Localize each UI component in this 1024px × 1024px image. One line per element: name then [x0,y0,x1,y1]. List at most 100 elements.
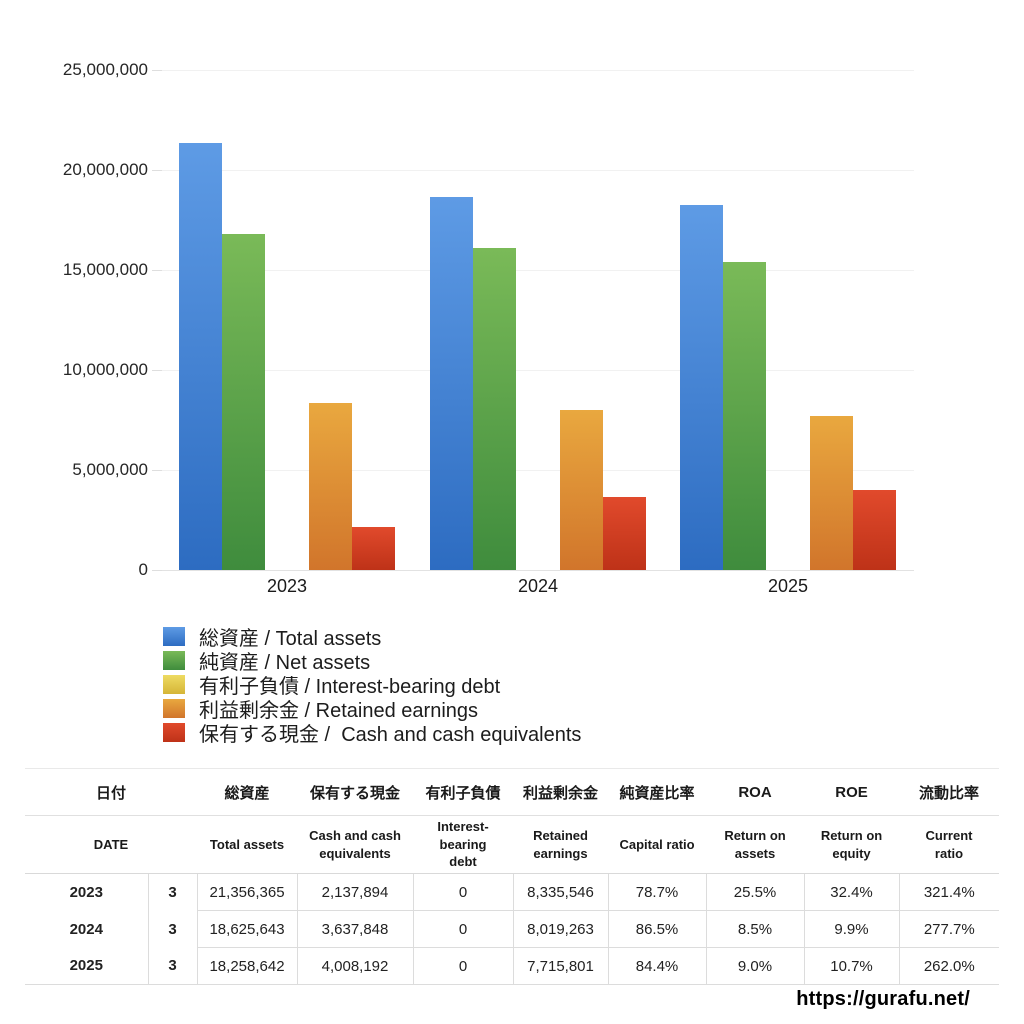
cell-current-ratio: 277.7% [898,910,1000,948]
site-url: https://gurafu.net/ [796,988,970,1010]
y-axis-tick-label: 15,000,000 [62,260,148,279]
legend-item: 保有する現金 / Cash and cash equivalents [163,720,581,746]
y-axis-tick [152,170,162,171]
bar-2023-series-3 [308,403,352,570]
table-row: 2024 3 18,625,643 3,637,848 0 8,019,263 … [25,910,1000,948]
bar-2025-series-3 [809,415,853,570]
cell-roa: 8.5% [705,910,805,948]
legend-label: 純資産 / Net assets [199,651,371,674]
gridline [162,170,914,171]
cell-roe: 32.4% [803,873,900,911]
cell-cash: 2,137,894 [296,873,414,911]
x-axis-category-label: 2025 [767,576,809,596]
y-axis-tick-label: 10,000,000 [62,360,148,379]
header-capital-ratio-jp: 純資産比率 [608,768,707,816]
financial-table: 日付 総資産 保有する現金 有利子負債 利益剰余金 純資産比率 ROA ROE … [25,768,1000,985]
header-cash-en: Cash and cash equivalents [297,815,414,874]
bar-2024-series-0 [429,197,474,570]
bar-2023-series-1 [222,233,266,570]
cell-debt: 0 [412,873,514,911]
y-axis-tick [152,470,162,471]
y-axis-tick-label: 25,000,000 [62,60,148,79]
y-axis-tick-label: 20,000,000 [62,160,148,179]
header-current-ratio-jp: 流動比率 [899,768,1000,816]
bar-2024-series-1 [473,247,517,570]
bar-2023-series-4 [351,527,396,570]
cell-total-assets: 18,625,643 [196,910,298,948]
header-total-assets-jp: 総資産 [197,768,298,816]
legend-item: 純資産 / Net assets [163,648,581,674]
y-axis-tick-label: 0 [138,560,148,579]
header-roe-jp: ROE [804,768,900,816]
header-retained-jp: 利益剰余金 [513,768,609,816]
legend-item: 総資産 / Total assets [163,624,581,650]
legend-swatch-icon [163,626,185,646]
header-date-en: DATE [25,815,198,874]
header-roa-jp: ROA [706,768,805,816]
cell-month: 3 [147,873,198,911]
cell-year: 2025 [25,947,148,985]
cell-debt: 0 [412,947,514,985]
x-axis-category-label: 2024 [517,576,559,596]
cell-month: 3 [147,910,198,948]
bar-2025-series-1 [723,261,767,570]
bar-2024-series-3 [559,409,603,570]
table-header-en: DATE Total assets Cash and cash equivale… [25,815,1000,874]
cell-roe: 10.7% [803,947,900,985]
header-roe-en: Return on equity [804,815,900,874]
header-roa-en: Return on assets [706,815,805,874]
gridline [162,470,914,471]
x-axis-category-label: 2023 [266,576,308,596]
legend-swatch-icon [163,722,185,742]
cell-month: 3 [147,947,198,985]
cell-year: 2023 [69,883,103,901]
cell-total-assets: 18,258,642 [196,947,298,985]
header-capital-ratio-en: Capital ratio [608,815,707,874]
cell-roe: 9.9% [803,910,900,948]
header-date-jp: 日付 [25,768,198,816]
cell-roa: 25.5% [705,873,805,911]
header-total-assets-en: Total assets [197,815,298,874]
header-retained-en: Retained earnings [513,815,609,874]
cell-capital-ratio: 86.5% [607,910,707,948]
header-debt-jp: 有利子負債 [413,768,514,816]
cell-year: 2024 [69,920,103,938]
legend-item: 利益剰余金 / Retained earnings [163,696,581,722]
bar-chart-region: 0 5,000,000 10,000,000 15,000,000 20,000,000… [62,60,914,596]
y-axis-tick [152,270,162,271]
cell-retained: 7,715,801 [512,947,609,985]
cell-total-assets: 21,356,365 [196,873,298,911]
bar-2023-series-0 [178,142,223,570]
legend-label: 利益剰余金 / Retained earnings [199,699,479,722]
legend-swatch-icon [163,674,185,694]
y-axis-tick-label: 5,000,000 [72,460,148,479]
header-current-ratio-en: Current ratio [899,815,1000,874]
header-cash-jp: 保有する現金 [297,768,414,816]
gridline [162,70,914,71]
legend-label: 有利子負債 / Interest-bearing debt [199,675,501,698]
cell-retained: 8,019,263 [512,910,609,948]
cell-cash: 3,637,848 [296,910,414,948]
table-row: 2025 3 18,258,642 4,008,192 0 7,715,801 … [25,947,1000,985]
bar-2025-series-0 [679,204,724,570]
bar-2025-series-4 [852,489,897,570]
legend-item: 有利子負債 / Interest-bearing debt [163,672,581,698]
legend-swatch-icon [163,650,185,670]
x-axis-line [162,570,914,571]
cell-cash: 4,008,192 [296,947,414,985]
cell-capital-ratio: 78.7% [607,873,707,911]
cell-roa: 9.0% [705,947,805,985]
table-header-jp: 日付 総資産 保有する現金 有利子負債 利益剰余金 純資産比率 ROA ROE … [25,768,1000,816]
chart-legend: 総資産 / Total assets 純資産 / Net assets 有利子負債 … [163,624,581,746]
legend-swatch-icon [163,698,185,718]
y-axis-tick [152,370,162,371]
cell-capital-ratio: 84.4% [607,947,707,985]
bar-2024-series-4 [602,497,647,570]
table-row: 2023 3 21,356,365 2,137,894 0 8,335,546 … [25,873,1000,911]
legend-label: 総資産 / Total assets [199,627,382,650]
gridline [162,270,914,271]
cell-current-ratio: 262.0% [898,947,1000,985]
y-axis-tick [152,570,162,571]
cell-retained: 8,335,546 [512,873,609,911]
cell-current-ratio: 321.4% [898,873,1000,911]
